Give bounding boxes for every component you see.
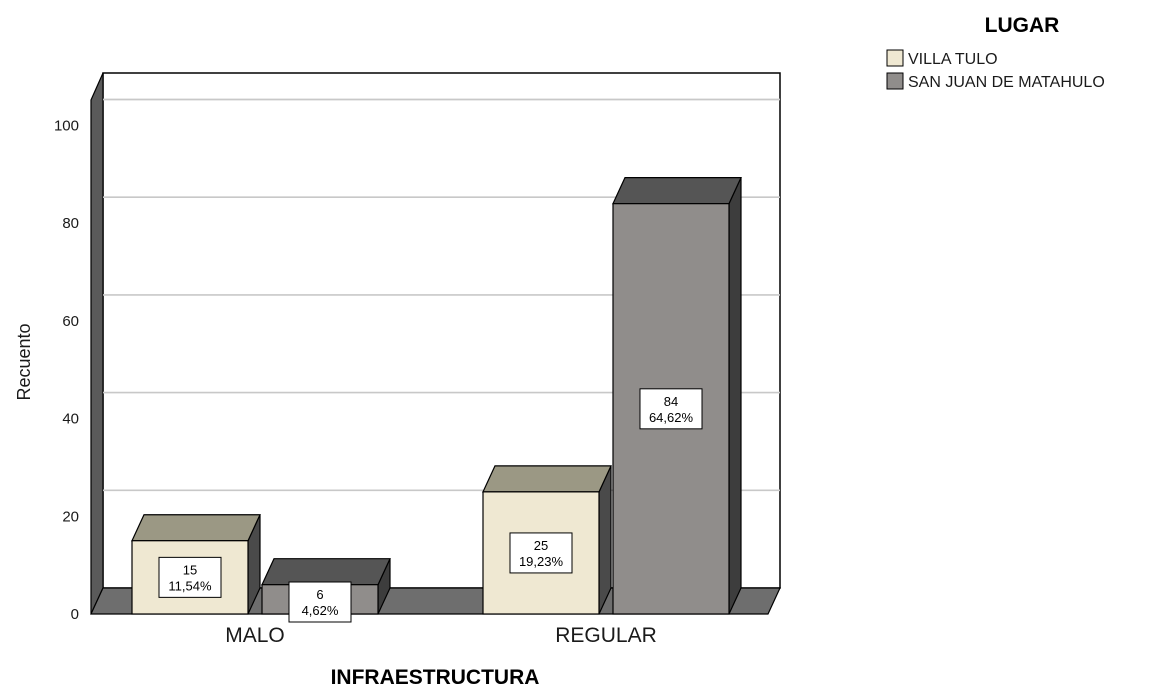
x-tick-label-regular: REGULAR (555, 624, 657, 647)
x-axis-categories: MALO REGULAR (225, 624, 657, 647)
data-label-san-juan-de-matahulo-malo: 64,62% (288, 581, 352, 623)
data-label-percent: 4,62% (302, 603, 339, 618)
y-tick-label: 100 (54, 118, 79, 135)
x-tick-label-malo: MALO (225, 624, 285, 647)
data-label-percent: 19,23% (519, 554, 564, 569)
y-tick-label: 0 (71, 606, 79, 623)
y-tick-label: 20 (62, 508, 79, 525)
legend-title: LUGAR (985, 14, 1060, 37)
data-label-count: 84 (664, 394, 678, 409)
bar-san-juan-de-matahulo-malo: 64,62% (261, 558, 391, 623)
legend-label-san-juan-de-matahulo: SAN JUAN DE MATAHULO (908, 74, 1105, 91)
bar-side (728, 177, 742, 615)
plot-left-wall (90, 72, 104, 615)
data-label-percent: 64,62% (649, 410, 694, 425)
data-label-count: 6 (316, 587, 323, 602)
y-tick-label: 60 (62, 313, 79, 330)
data-label-box (158, 556, 222, 598)
bar-top (261, 558, 391, 586)
bar-top (482, 465, 612, 493)
data-label-box (509, 532, 573, 574)
legend-swatch-villa-tulo (886, 49, 904, 67)
legend-label-villa-tulo: VILLA TULO (908, 51, 998, 68)
data-label-count: 25 (534, 538, 548, 553)
y-tick-label: 40 (62, 411, 79, 428)
y-axis-ticks: 0 20 40 60 80 100 (54, 118, 79, 624)
y-axis-title: Recuento (14, 323, 34, 400)
legend-swatch-san-juan-de-matahulo (886, 72, 904, 90)
bar-top (612, 177, 742, 205)
data-label-box (288, 581, 352, 623)
y-tick-label: 80 (62, 215, 79, 232)
x-axis-title: INFRAESTRUCTURA (331, 666, 540, 689)
bar-top (131, 514, 261, 542)
data-label-percent: 11,54% (168, 578, 212, 593)
legend: LUGAR VILLA TULO SAN JUAN DE MATAHULO (886, 14, 1105, 91)
data-label-count: 15 (183, 562, 197, 577)
data-label-box (639, 388, 703, 430)
